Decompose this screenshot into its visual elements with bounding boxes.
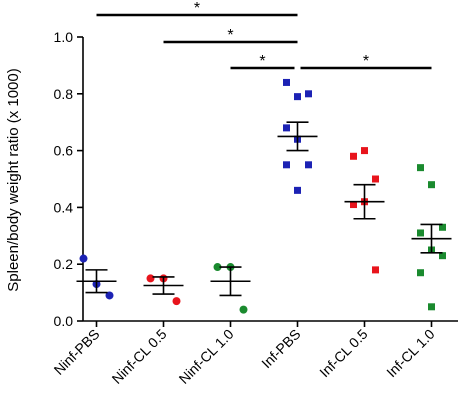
y-tick-label: 0.6 <box>54 143 74 159</box>
data-point <box>283 124 290 132</box>
data-point <box>372 175 379 183</box>
significance-label: * <box>194 0 200 17</box>
x-tick-label: Ninf-CL 0.5 <box>109 326 170 387</box>
data-point <box>105 291 114 300</box>
x-tick-label: Inf-CL 0.5 <box>316 326 371 381</box>
data-point <box>428 181 435 189</box>
data-point <box>294 93 301 101</box>
y-tick-label: 0.2 <box>54 256 74 272</box>
data-point <box>361 147 368 155</box>
data-point <box>79 254 88 263</box>
data-point <box>213 263 222 272</box>
x-tick-label: Ninf-PBS <box>51 326 103 378</box>
data-point <box>417 229 424 237</box>
data-point <box>305 161 312 169</box>
data-point <box>350 152 357 160</box>
data-point <box>417 269 424 277</box>
data-point <box>428 303 435 311</box>
significance-label: * <box>363 53 369 70</box>
data-point <box>172 297 181 306</box>
y-axis-label: Spleen/body weight ratio (x 1000) <box>5 68 22 291</box>
data-point <box>239 305 248 314</box>
data-point <box>372 266 379 274</box>
y-tick-label: 0.0 <box>54 313 74 329</box>
data-point <box>283 78 290 86</box>
x-tick-label: Ninf-CL 1.0 <box>176 326 237 387</box>
x-tick-label: Inf-CL 1.0 <box>383 326 438 381</box>
data-point <box>439 223 446 231</box>
y-tick-label: 0.8 <box>54 86 74 102</box>
data-point <box>439 252 446 260</box>
data-point <box>350 201 357 209</box>
x-tick-label: Inf-PBS <box>258 326 303 371</box>
data-point <box>305 90 312 98</box>
data-point <box>283 161 290 169</box>
significance-label: * <box>259 53 265 70</box>
y-tick-label: 0.4 <box>54 199 74 215</box>
y-tick-label: 1.0 <box>54 29 74 45</box>
data-point <box>146 274 155 283</box>
data-point <box>417 164 424 172</box>
data-point <box>294 186 301 194</box>
significance-label: * <box>227 27 233 44</box>
